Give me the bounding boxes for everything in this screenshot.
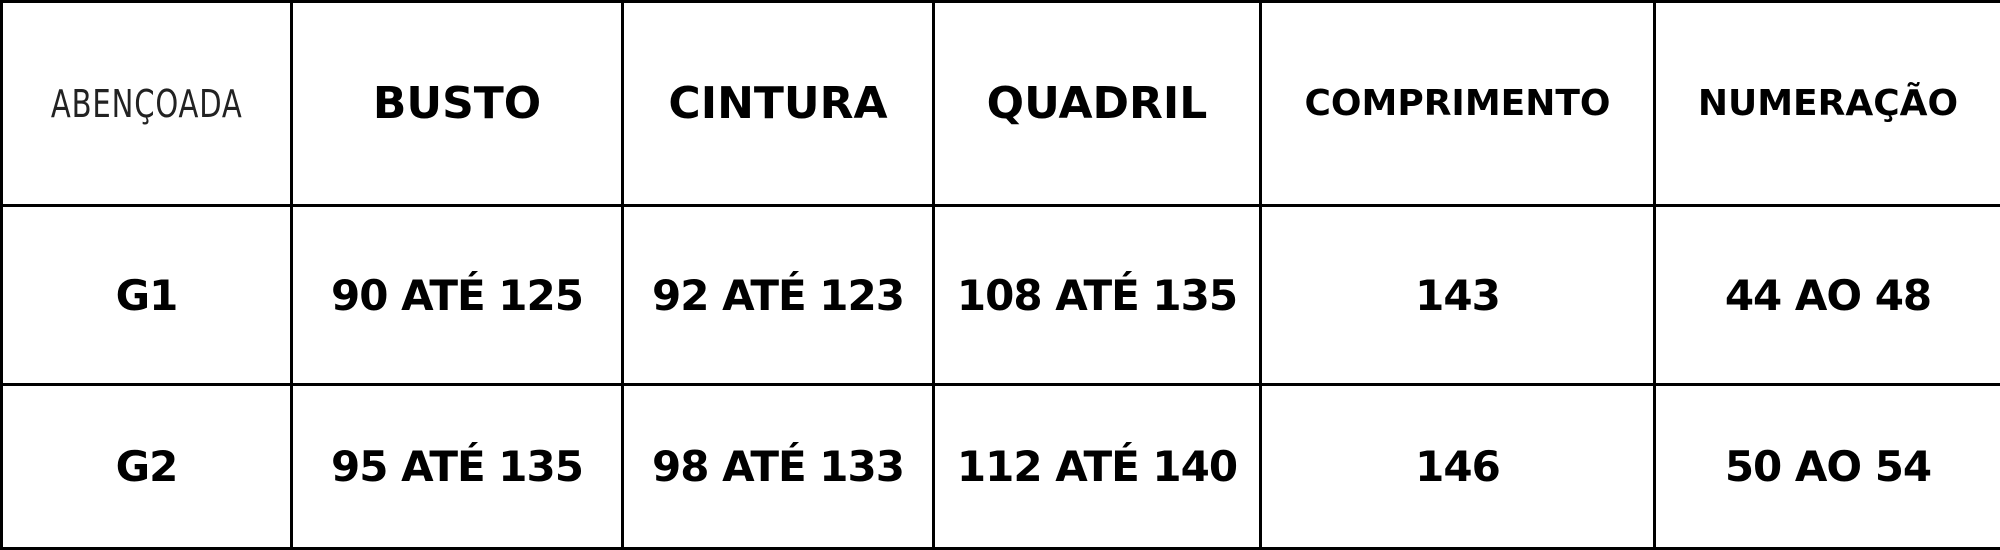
header-comprimento: COMPRIMENTO	[1261, 2, 1655, 206]
comprimento-value: 143	[1261, 206, 1655, 385]
header-busto: BUSTO	[292, 2, 623, 206]
header-quadril: QUADRIL	[934, 2, 1261, 206]
header-numeracao: NUMERAÇÃO	[1655, 2, 2000, 206]
table-row: G2 95 ATÉ 135 98 ATÉ 133 112 ATÉ 140 146…	[2, 385, 2000, 549]
numeracao-value: 44 AO 48	[1655, 206, 2000, 385]
header-row: ABENÇOADA BUSTO CINTURA QUADRIL COMPRIME…	[2, 2, 2000, 206]
comprimento-value: 146	[1261, 385, 1655, 549]
numeracao-value: 50 AO 54	[1655, 385, 2000, 549]
brand-logo: ABENÇOADA	[51, 82, 243, 126]
size-label: G1	[2, 206, 292, 385]
busto-value: 95 ATÉ 135	[292, 385, 623, 549]
quadril-value: 108 ATÉ 135	[934, 206, 1261, 385]
header-cintura: CINTURA	[623, 2, 934, 206]
busto-value: 90 ATÉ 125	[292, 206, 623, 385]
size-label: G2	[2, 385, 292, 549]
table-row: G1 90 ATÉ 125 92 ATÉ 123 108 ATÉ 135 143…	[2, 206, 2000, 385]
quadril-value: 112 ATÉ 140	[934, 385, 1261, 549]
logo-cell: ABENÇOADA	[2, 2, 292, 206]
cintura-value: 98 ATÉ 133	[623, 385, 934, 549]
cintura-value: 92 ATÉ 123	[623, 206, 934, 385]
